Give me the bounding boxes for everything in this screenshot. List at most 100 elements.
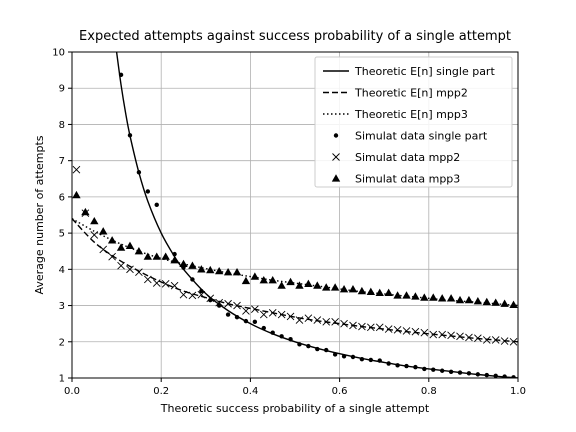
simulated-point-dot [422,366,427,372]
simulated-point-x [268,308,277,317]
simulated-point-triangle [375,288,384,297]
y-tick-label: 7 [59,156,65,167]
simulated-point-triangle [491,298,500,306]
simulated-point-x [161,280,170,288]
simulated-point-x [135,268,143,277]
simulated-point-x-stroke-b [108,252,116,261]
y-tick-label: 5 [59,229,65,240]
theoretic-line-2 [72,218,518,343]
simulated-point-dot [359,356,365,362]
simulated-point-x-stroke-b [509,337,518,346]
x-tick-label: 0.8 [421,386,437,397]
simulated-point-x-stroke-b [170,281,179,290]
y-tick-label: 3 [59,301,65,312]
simulated-point-triangle [250,272,260,280]
series-layer [72,52,518,378]
y-tick-label: 10 [52,48,65,59]
legend-swatch-simulated-2 [332,153,340,161]
simulated-point-triangle [313,281,322,289]
simulated-point-dot [243,318,249,324]
simulated-point-x [126,265,134,274]
simulated-point-x [500,337,509,345]
simulated-point-x [393,326,402,334]
simulated-point-triangle [348,285,358,293]
simulated-point-x [108,252,116,261]
simulated-point-dot [457,370,463,375]
simulated-point-triangle [393,291,402,299]
x-tick-label: 0.0 [64,386,80,397]
simulated-point-x [509,337,518,346]
x-tick-label: 0.6 [332,386,348,397]
legend-box [314,56,513,188]
simulated-point-x [99,245,108,254]
simulated-point-dot [225,312,231,317]
simulated-series-3 [72,190,518,308]
simulated-point-x [233,301,241,310]
simulated-point-x [358,322,366,331]
simulated-point-x-stroke-b [474,334,482,342]
simulated-point-x-stroke-b [322,318,331,326]
legend-swatch-simulated-1 [333,133,339,138]
simulated-point-x [197,290,206,299]
simulated-point-dot [216,303,222,308]
simulated-point-triangle [339,285,349,293]
simulated-point-x [482,336,491,344]
simulated-point-x-stroke-b [331,318,339,326]
theoretic-line-1 [115,52,518,378]
simulated-point-x [259,310,268,319]
simulated-point-x-stroke-b [429,330,438,339]
simulated-point-dot [368,357,374,363]
simulated-point-x-stroke-b [179,290,188,299]
legend-label-theoretic-3: Theoretic E[n] mpp3 [354,108,468,121]
simulated-point-x [72,165,81,174]
simulated-point-triangle [90,216,99,225]
legend: Theoretic E[n] single part Theoretic E[n]… [314,56,513,188]
simulated-point-triangle [81,207,90,216]
simulated-point-dot [466,371,472,376]
simulated-point-triangle [304,279,313,287]
simulated-point-dot [404,363,409,369]
simulated-point-dot [190,277,195,282]
simulated-point-x [215,298,223,307]
simulated-point-x [340,319,348,328]
simulated-point-dot [136,170,142,175]
simulated-point-x [402,327,411,335]
simulated-point-x [313,316,322,324]
simulated-point-dot [448,369,454,375]
simulated-point-x [429,330,438,339]
simulated-point-triangle [241,276,251,285]
simulated-point-dot [261,325,266,331]
simulated-point-x [179,290,188,299]
simulated-point-x-stroke-b [340,319,348,328]
simulated-point-x-stroke-b [465,333,473,342]
simulated-point-x-stroke-b [482,336,491,344]
simulated-point-triangle [286,277,295,286]
simulated-point-x-stroke-b [304,314,313,323]
simulated-point-dot [511,375,516,378]
y-tick-label: 4 [59,265,65,276]
simulated-series-2 [72,165,518,346]
simulated-point-x-stroke-b [375,323,384,332]
simulated-point-triangle [455,295,465,304]
simulated-point-triangle [357,286,367,295]
simulated-point-x-stroke-b [215,298,223,307]
simulated-point-triangle [214,266,224,275]
simulated-point-triangle [116,243,126,251]
y-tick-label: 9 [59,84,65,95]
legend-label-simulated-1: Simulat data single part [355,130,488,143]
simulated-point-dot [252,319,258,325]
simulated-point-dot [377,358,382,363]
simulated-point-x-stroke-b [161,280,170,288]
simulated-point-triangle [402,291,411,299]
simulated-point-dot [439,368,445,373]
y-tick-label: 1 [59,374,65,385]
legend-label-simulated-2: Simulat data mpp2 [355,151,460,164]
simulated-point-dot [341,354,347,359]
simulated-point-triangle [72,190,81,199]
simulated-point-triangle [107,236,117,244]
simulated-point-x [152,279,161,287]
simulated-point-triangle [429,293,438,301]
simulated-point-x [331,318,339,326]
simulated-point-dot [386,361,391,366]
simulated-point-x-stroke-b [242,307,250,315]
